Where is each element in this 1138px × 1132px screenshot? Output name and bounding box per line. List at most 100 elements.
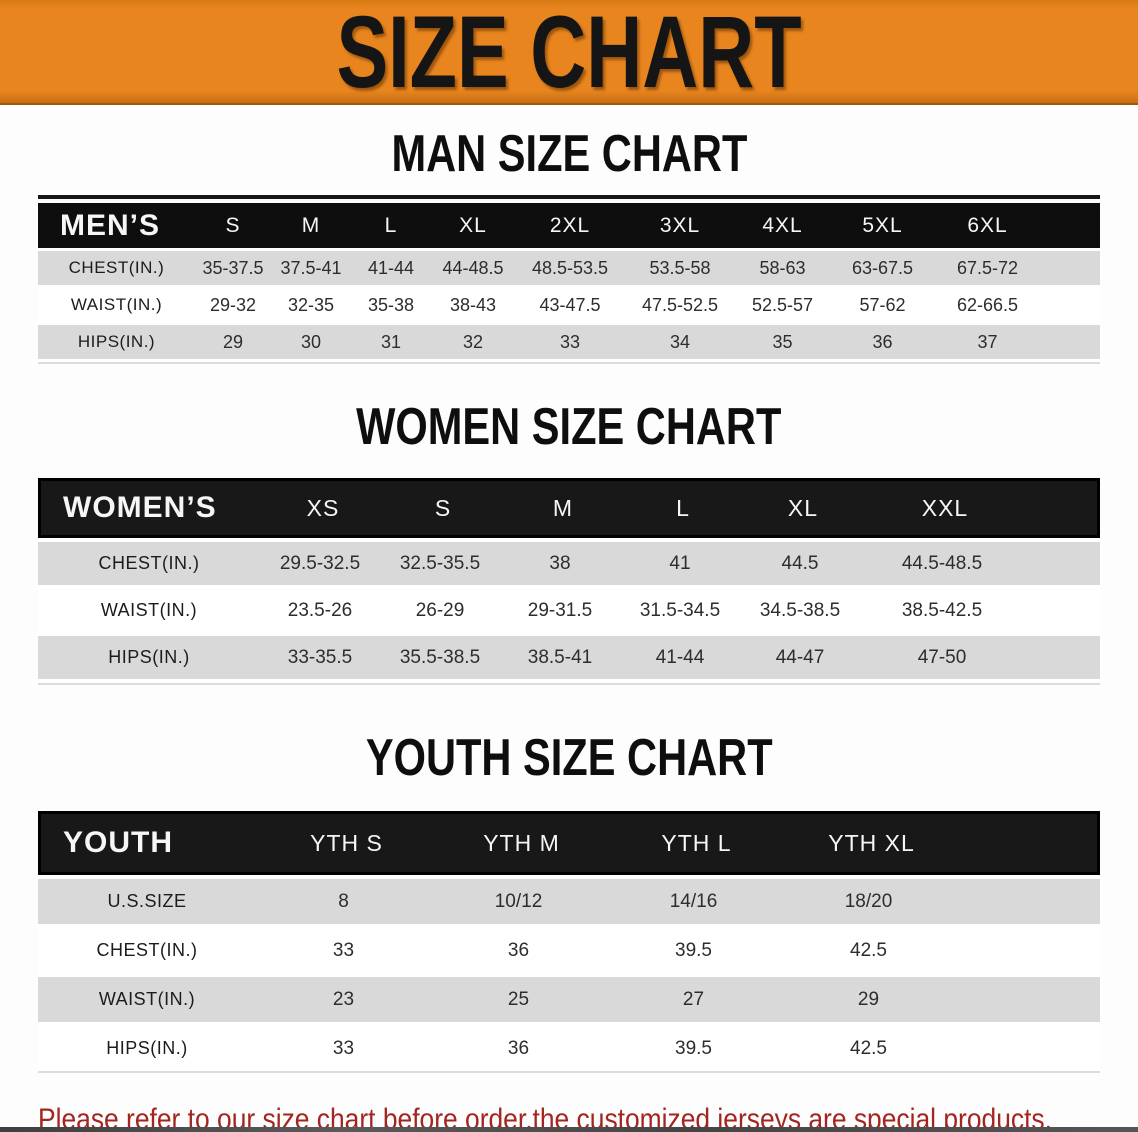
youth-ussize-row: U.S.SIZE 8 10/12 14/16 18/20 [38, 875, 1100, 928]
size-value: 44.5-48.5 [901, 552, 983, 574]
size-value: 58-63 [759, 257, 806, 278]
youth-table-header-row: YOUTH YTH S YTH M YTH L YTH XL [38, 811, 1100, 875]
women-section-heading: WOMEN SIZE CHART [0, 401, 1138, 453]
men-table-top-rule [38, 195, 1100, 199]
size-value: 48.5-53.5 [531, 257, 609, 278]
size-value: 35-38 [367, 294, 415, 315]
women-hips-row: HIPS(IN.) 33-35.5 35.5-38.5 38.5-41 41-4… [38, 632, 1100, 683]
size-value: 42.5 [850, 939, 887, 961]
row-label: WAIST(IN.) [70, 295, 163, 314]
size-value: 35 [772, 331, 793, 352]
men-col-header-l: L [384, 213, 398, 237]
size-value: 35.5-38.5 [399, 646, 481, 668]
bottom-edge-bar [0, 1127, 1138, 1132]
women-section-heading-text: WOMEN SIZE CHART [356, 398, 782, 456]
men-col-header-6xl: 6XL [967, 213, 1008, 237]
size-value: 27 [682, 988, 705, 1010]
size-value: 32 [462, 331, 484, 352]
size-value: 14/16 [669, 890, 718, 912]
size-value: 8 [338, 890, 349, 912]
row-label: HIPS(IN.) [106, 1038, 188, 1058]
men-col-header-4xl: 4XL [762, 213, 803, 237]
size-value: 38 [549, 552, 571, 574]
size-value: 29-31.5 [527, 599, 593, 621]
men-table-bottom-rule [38, 362, 1100, 364]
size-value: 34.5-38.5 [759, 599, 841, 621]
size-value: 29.5-32.5 [279, 552, 361, 574]
size-value: 30 [300, 331, 322, 352]
women-chest-row: CHEST(IN.) 29.5-32.5 32.5-35.5 38 41 44.… [38, 538, 1100, 589]
size-value: 53.5-58 [649, 257, 711, 278]
women-corner-label: WOMEN’S [63, 491, 217, 524]
women-col-header-m: M [552, 494, 574, 521]
women-table-bottom-rule [38, 683, 1100, 685]
size-value: 29-32 [209, 294, 257, 315]
size-value: 47.5-52.5 [641, 294, 719, 315]
size-value: 57-62 [859, 294, 906, 315]
men-col-header-xl: XL [459, 213, 487, 237]
men-section-heading-text: MAN SIZE CHART [391, 125, 747, 183]
size-value: 41-44 [367, 257, 415, 278]
women-col-header-s: S [434, 494, 452, 521]
size-value: 36 [507, 939, 530, 961]
row-label: WAIST(IN.) [100, 600, 198, 620]
youth-waist-row: WAIST(IN.) 23 25 27 29 [38, 973, 1100, 1026]
size-value: 33-35.5 [287, 646, 353, 668]
men-col-header-s: S [225, 213, 241, 237]
size-value: 29 [222, 331, 244, 352]
size-value: 32.5-35.5 [399, 552, 481, 574]
youth-col-header-l: YTH L [661, 829, 732, 856]
women-col-header-xl: XL [787, 494, 819, 521]
size-value: 33 [332, 939, 355, 961]
row-label: U.S.SIZE [107, 891, 187, 911]
size-value: 62-66.5 [956, 294, 1019, 315]
size-value: 26-29 [415, 599, 465, 621]
women-table-header-row: WOMEN’S XS S M L XL XXL [38, 478, 1100, 538]
women-col-header-xxl: XXL [921, 494, 969, 521]
size-value: 41-44 [655, 646, 705, 668]
size-value: 44-48.5 [442, 257, 504, 278]
size-value: 25 [507, 988, 530, 1010]
size-value: 29 [857, 988, 880, 1010]
women-waist-row: WAIST(IN.) 23.5-26 26-29 29-31.5 31.5-34… [38, 589, 1100, 632]
men-col-header-2xl: 2XL [549, 213, 591, 237]
size-value: 67.5-72 [956, 257, 1019, 278]
size-value: 23.5-26 [287, 599, 353, 621]
men-hips-row: HIPS(IN.) 29 30 31 32 33 34 35 36 37 [38, 322, 1100, 362]
youth-corner-label: YOUTH [63, 826, 173, 859]
youth-chest-row: CHEST(IN.) 33 36 39.5 42.5 [38, 928, 1100, 973]
women-col-header-xs: XS [306, 494, 340, 521]
size-value: 23 [332, 988, 355, 1010]
size-value: 31 [380, 331, 402, 352]
men-table-header-row: MEN’S S M L XL 2XL 3XL 4XL 5XL 6XL [38, 203, 1100, 248]
women-col-header-l: L [676, 494, 690, 521]
size-value: 37.5-41 [280, 257, 342, 278]
size-value: 44.5 [781, 552, 819, 574]
men-section-heading: MAN SIZE CHART [0, 128, 1138, 180]
size-value: 63-67.5 [851, 257, 914, 278]
youth-section-heading-text: YOUTH SIZE CHART [365, 729, 773, 787]
size-value: 36 [872, 331, 893, 352]
youth-col-header-m: YTH M [483, 829, 560, 856]
size-value: 52.5-57 [751, 294, 814, 315]
size-value: 34 [669, 331, 691, 352]
men-chest-row: CHEST(IN.) 35-37.5 37.5-41 41-44 44-48.5… [38, 248, 1100, 288]
size-value: 47-50 [917, 646, 967, 668]
row-label: HIPS(IN.) [77, 332, 156, 351]
youth-col-header-xl: YTH XL [828, 829, 915, 856]
size-value: 36 [507, 1037, 530, 1059]
youth-size-table: YOUTH YTH S YTH M YTH L YTH XL U.S.SIZE … [38, 811, 1100, 1073]
row-label: CHEST(IN.) [68, 258, 165, 277]
row-label: CHEST(IN.) [96, 940, 198, 960]
men-corner-label: MEN’S [60, 208, 161, 242]
size-value: 10/12 [494, 890, 543, 912]
women-size-table: WOMEN’S XS S M L XL XXL CHEST(IN.) 29.5-… [38, 478, 1100, 685]
size-value: 39.5 [675, 939, 712, 961]
youth-table-bottom-rule [38, 1071, 1100, 1073]
size-value: 43-47.5 [539, 294, 601, 315]
size-value: 33 [559, 331, 581, 352]
men-col-header-5xl: 5XL [862, 213, 903, 237]
size-value: 38-43 [449, 294, 497, 315]
size-value: 35-37.5 [202, 257, 264, 278]
